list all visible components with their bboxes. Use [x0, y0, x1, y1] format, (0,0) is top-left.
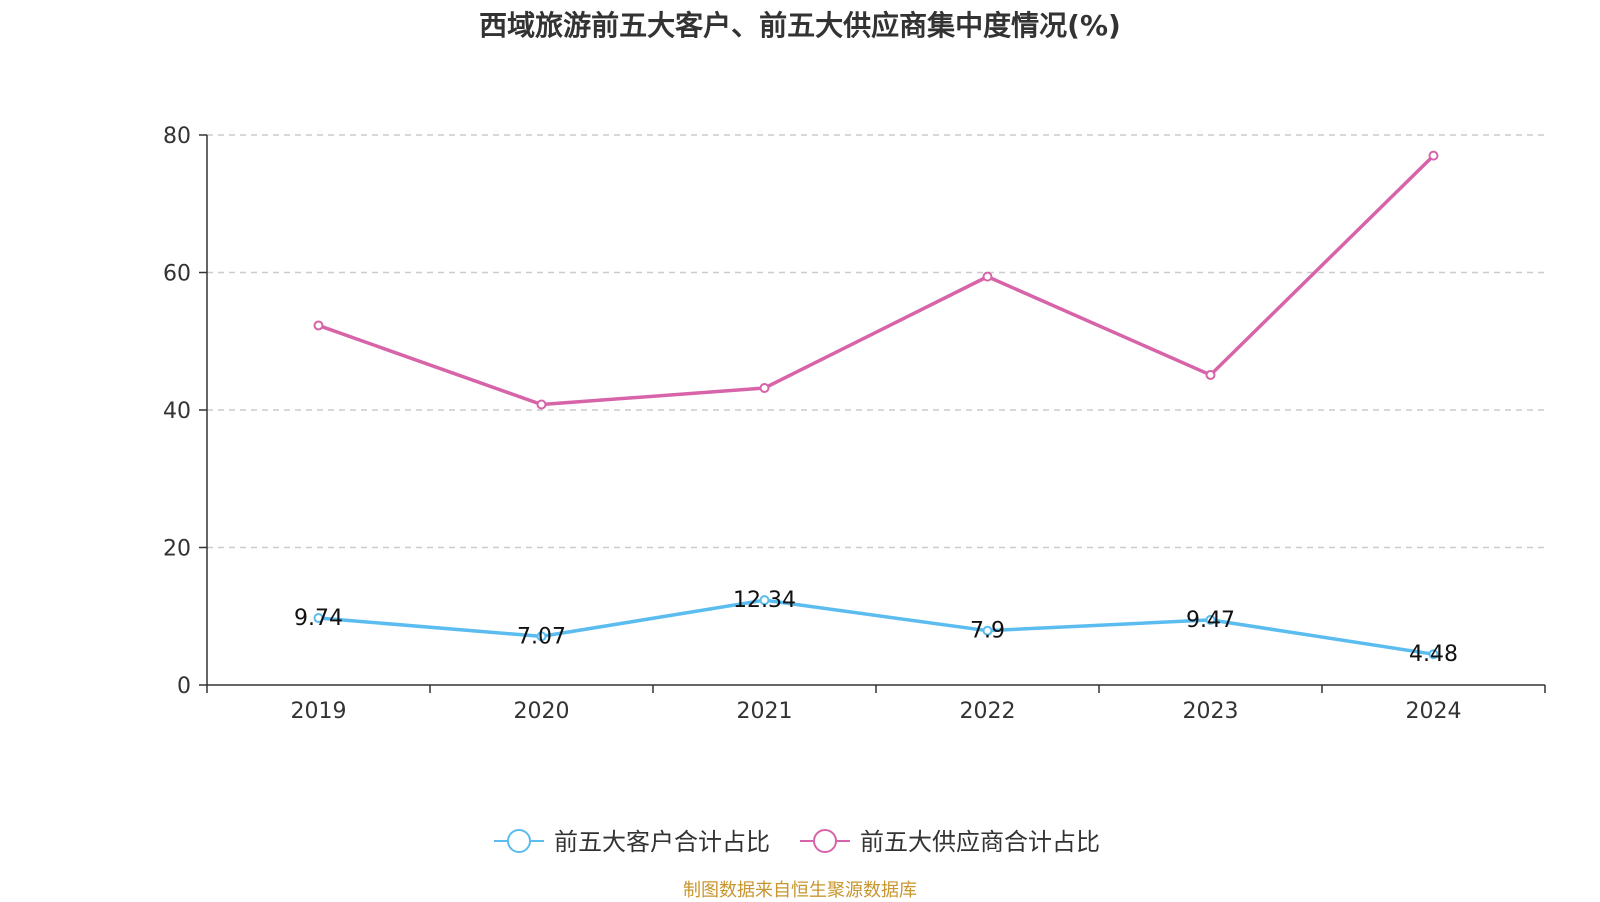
data-label: 9.74	[294, 606, 343, 631]
data-point[interactable]	[313, 320, 324, 331]
x-tick-label: 2023	[1183, 699, 1239, 724]
legend-item-1[interactable]: 前五大客户合计占比	[494, 828, 770, 856]
data-point[interactable]	[759, 383, 770, 393]
data-point[interactable]	[982, 271, 993, 282]
axis-layer: 0 20 40 60 80 2019 2020 2021 2022 2023 2024	[163, 124, 1546, 724]
y-tick-label: 40	[163, 399, 191, 424]
data-label: 9.47	[1186, 608, 1235, 633]
data-label: 7.9	[970, 619, 1005, 644]
grid-layer	[207, 134, 1545, 549]
y-tick-label: 20	[163, 537, 191, 562]
legend[interactable]: 前五大客户合计占比 前五大供应商合计占比	[494, 828, 1100, 856]
legend-item-2[interactable]: 前五大供应商合计占比	[800, 828, 1100, 856]
data-point[interactable]	[1428, 649, 1439, 660]
data-point[interactable]	[313, 613, 324, 624]
data-point[interactable]	[1205, 614, 1216, 625]
data-point[interactable]	[1428, 150, 1439, 161]
x-tick-label: 2020	[514, 699, 570, 724]
y-tick-label: 80	[163, 124, 191, 149]
legend-label: 前五大供应商合计占比	[860, 828, 1100, 856]
data-point[interactable]	[982, 625, 993, 636]
legend-label: 前五大客户合计占比	[554, 828, 770, 856]
y-tick-label: 0	[177, 674, 191, 699]
x-tick-label: 2021	[737, 699, 793, 724]
data-point[interactable]	[1205, 369, 1216, 380]
data-point[interactable]	[536, 631, 547, 642]
series-layer	[313, 150, 1439, 660]
series-line-1	[318, 598, 1434, 656]
data-label: 4.48	[1409, 642, 1458, 667]
data-label: 12.34	[733, 588, 796, 613]
x-tick-label: 2022	[960, 699, 1016, 724]
legend-marker	[507, 829, 531, 853]
legend-marker	[813, 829, 837, 853]
series-line-2	[317, 154, 1435, 407]
data-point[interactable]	[536, 399, 547, 410]
x-tick-label: 2024	[1406, 699, 1462, 724]
data-point[interactable]	[759, 595, 770, 606]
y-tick-label: 60	[163, 262, 191, 287]
label-layer: 9.74 7.07 12.34 7.9 9.47 4.48	[294, 588, 1458, 667]
source-note: 制图数据来自恒生聚源数据库	[683, 880, 917, 901]
x-tick-label: 2019	[291, 699, 347, 724]
chart-title: 西域旅游前五大客户、前五大供应商集中度情况(%)	[479, 9, 1121, 42]
data-label: 7.07	[517, 624, 566, 649]
